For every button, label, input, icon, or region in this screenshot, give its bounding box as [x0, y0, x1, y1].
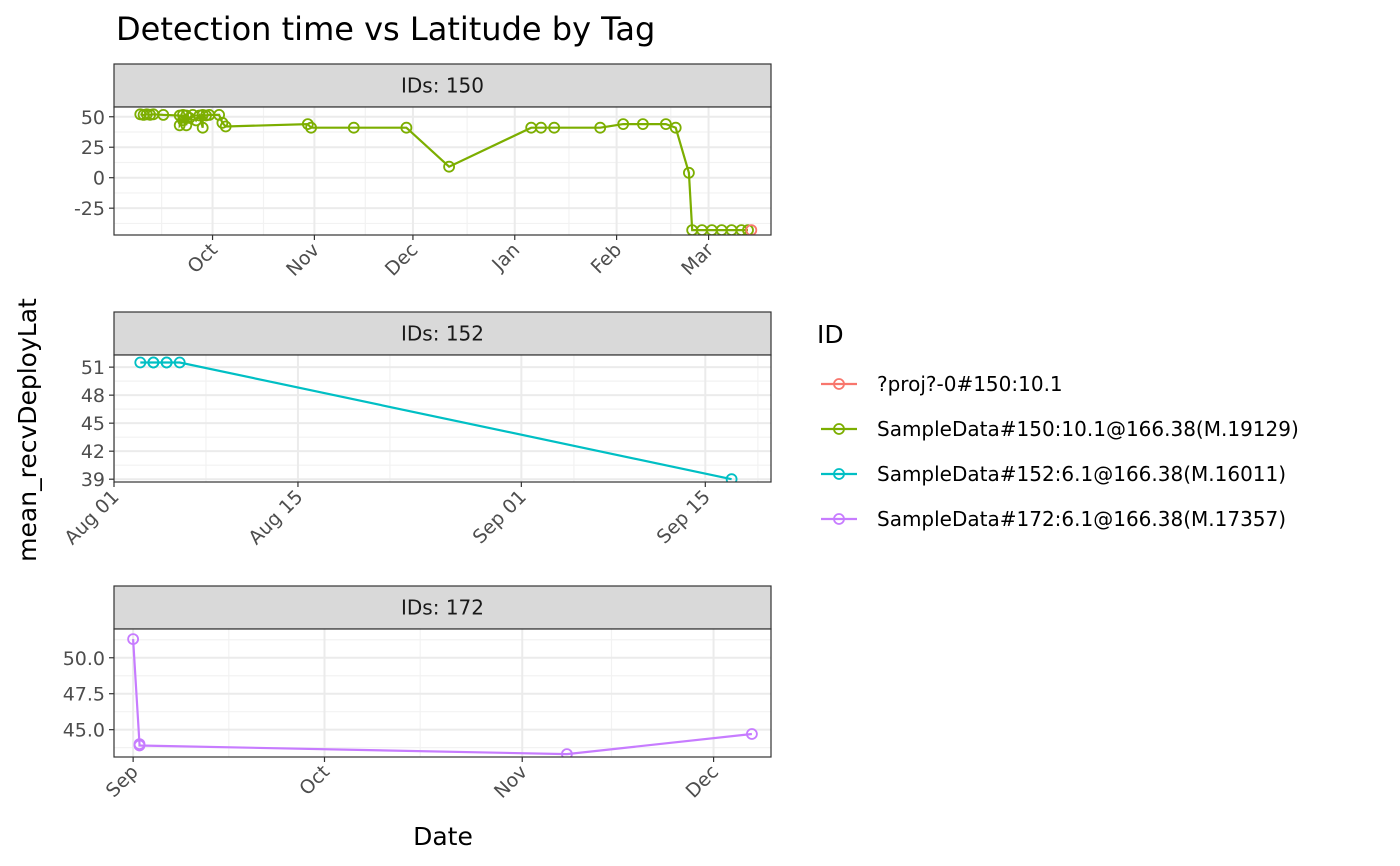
data-point [180, 109, 193, 122]
data-point [594, 121, 607, 134]
grid [114, 629, 771, 757]
data-point [669, 121, 682, 134]
y-tick-label: 51 [81, 357, 105, 379]
x-tick-label: Sep [102, 761, 143, 802]
legend: ID ?proj?-0#150:10.1 SampleData#150:10.1@… [817, 320, 1299, 531]
data-point [742, 224, 754, 235]
x-tick-label: Aug 01 [60, 486, 123, 549]
legend-label: SampleData#172:6.1@166.38(M.17357) [877, 507, 1286, 531]
x-tick-label: Jan [487, 239, 524, 276]
legend-entry: ?proj?-0#150:10.1 [821, 372, 1063, 396]
data-point [173, 356, 186, 369]
series-layer [127, 633, 758, 757]
panel-border [113, 106, 772, 236]
panel-1: IDs: 150 50 25 0 -25 Oct Nov Dec Jan Feb Mar [74, 63, 772, 281]
data-point [400, 121, 413, 134]
data-point [548, 121, 561, 134]
data-point [725, 473, 738, 482]
x-tick-label: Oct [183, 239, 222, 278]
data-point [133, 739, 146, 752]
x-tick-label: Sep 01 [469, 486, 531, 548]
legend-label: SampleData#150:10.1@166.38(M.19129) [877, 417, 1299, 441]
legend-key-point [833, 378, 845, 390]
data-point [561, 748, 573, 757]
panel-3: IDs: 172 50.0 47.5 45.0 Sep Oct Nov Dec [63, 585, 772, 803]
data-point [683, 166, 695, 179]
y-tick-label: 42 [81, 441, 105, 463]
facet-strip-label: IDs: 150 [401, 74, 484, 98]
legend-label: ?proj?-0#150:10.1 [877, 372, 1063, 396]
data-point [535, 121, 547, 134]
y-axis-title: mean_recvDeployLat [13, 298, 42, 562]
y-tick-label: 0 [93, 168, 105, 190]
y-tick-label: 50 [81, 107, 105, 129]
x-tick-label: Nov [490, 761, 532, 803]
data-point [157, 109, 170, 121]
y-tick-label: 39 [81, 469, 105, 491]
data-point [127, 633, 140, 645]
legend-key-point [833, 423, 845, 435]
data-point [147, 356, 160, 369]
legend-entry: SampleData#152:6.1@166.38(M.16011) [821, 462, 1286, 486]
data-point [443, 160, 456, 173]
legend-entry: SampleData#150:10.1@166.38(M.19129) [821, 417, 1299, 441]
legend-key-point [833, 513, 845, 525]
data-point [216, 116, 229, 129]
x-tick-label: Dec [682, 761, 724, 803]
x-tick-label: Sep 15 [653, 486, 715, 548]
data-point [196, 121, 209, 134]
y-tick-label: 47.5 [63, 684, 105, 706]
legend-label: SampleData#152:6.1@166.38(M.16011) [877, 462, 1286, 486]
facet-strip-label: IDs: 152 [401, 322, 484, 346]
y-tick-label: 45.0 [63, 720, 105, 742]
data-point [134, 356, 147, 369]
x-tick-label: Oct [295, 761, 334, 800]
y-tick-label: -25 [74, 198, 105, 220]
grid [114, 355, 771, 482]
panel-border [113, 354, 772, 483]
facet-strip [113, 311, 772, 356]
y-tick-label: 45 [81, 413, 105, 435]
data-point [301, 118, 314, 130]
series-line [132, 639, 753, 756]
data-point [617, 118, 630, 130]
data-point [219, 120, 232, 133]
data-point [660, 118, 672, 130]
y-tick-label: 50.0 [63, 648, 105, 670]
y-tick-label: 48 [81, 385, 105, 407]
y-tick-label: 25 [81, 137, 105, 159]
x-tick-label: Nov [282, 239, 324, 281]
series-layer [134, 108, 758, 235]
x-tick-label: Mar [677, 239, 718, 280]
data-point [305, 121, 318, 134]
x-tick-label: Dec [381, 239, 423, 281]
chart-title: Detection time vs Latitude by Tag [116, 10, 655, 48]
facet-strip [113, 63, 772, 108]
data-point [160, 356, 173, 369]
legend-entry: SampleData#172:6.1@166.38(M.17357) [821, 507, 1286, 531]
data-point [347, 121, 360, 134]
x-tick-label: Aug 15 [244, 486, 307, 549]
legend-title: ID [817, 320, 844, 349]
x-tick-label: Feb [587, 239, 626, 278]
panel-border [113, 628, 772, 758]
data-point [637, 118, 649, 130]
legend-key-point [833, 468, 845, 480]
data-point [746, 728, 758, 740]
data-point [745, 224, 758, 235]
facet-strip-label: IDs: 172 [401, 596, 484, 620]
x-axis-title: Date [413, 822, 473, 851]
series-layer [134, 356, 738, 482]
facet-strip [113, 585, 772, 630]
